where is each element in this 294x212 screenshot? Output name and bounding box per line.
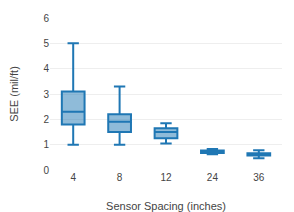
svg-text:8: 8 [117,172,123,183]
svg-text:24: 24 [207,172,219,183]
svg-text:12: 12 [160,172,172,183]
svg-text:SEE (mil/ft): SEE (mil/ft) [8,66,20,122]
svg-text:6: 6 [43,13,49,24]
svg-text:1: 1 [43,139,49,150]
svg-text:Sensor Spacing (inches): Sensor Spacing (inches) [106,200,226,212]
svg-text:0: 0 [43,165,49,176]
svg-text:4: 4 [70,172,76,183]
svg-text:5: 5 [43,38,49,49]
svg-text:3: 3 [43,89,49,100]
svg-text:36: 36 [253,172,265,183]
svg-text:4: 4 [43,63,49,74]
svg-text:2: 2 [43,114,49,125]
